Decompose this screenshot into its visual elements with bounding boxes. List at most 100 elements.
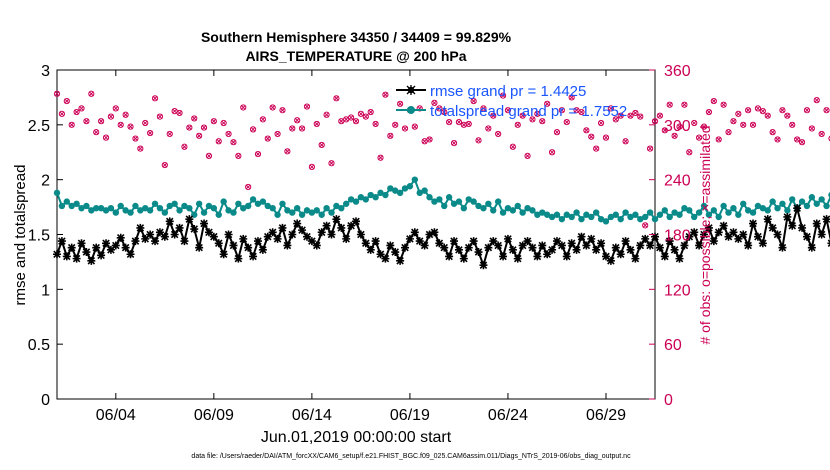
totalspread-point <box>176 207 183 214</box>
rmse-point <box>709 237 718 246</box>
totalspread-point <box>215 211 222 218</box>
obs-possible-point <box>646 145 654 152</box>
totalspread-point <box>93 204 100 212</box>
totalspread-point <box>617 215 624 223</box>
totalspread-point <box>514 202 521 210</box>
obs-assimilated-point <box>779 107 785 113</box>
obs-possible-point <box>534 110 541 117</box>
obs-assimilated-point <box>314 121 320 127</box>
rmse-point <box>690 228 699 237</box>
rmse-point <box>92 243 101 252</box>
obs-assimilated-point <box>627 113 634 119</box>
totalspread-point <box>195 200 203 207</box>
rmse-point <box>435 239 444 248</box>
obs-assimilated-point <box>525 153 531 159</box>
obs-possible-point <box>156 113 164 120</box>
obs-assimilated-point <box>338 118 344 124</box>
totalspread-point <box>83 202 90 210</box>
totalspread-point <box>490 207 497 214</box>
obs-assimilated-point <box>333 95 339 101</box>
obs-assimilated-point <box>794 136 800 143</box>
rmse-point <box>670 245 679 254</box>
obs-assimilated-point <box>221 120 227 126</box>
totalspread-point <box>641 213 649 221</box>
rmse-point <box>366 245 375 254</box>
obs-possible-point <box>749 121 757 128</box>
obs-assimilated-point <box>770 129 776 135</box>
obs-assimilated-point <box>706 109 712 115</box>
obs-possible-point <box>715 136 722 143</box>
obs-possible-point <box>764 112 771 119</box>
rmse-point <box>342 234 351 243</box>
obs-assimilated-point <box>216 138 222 144</box>
totalspread-point <box>411 176 419 183</box>
obs-assimilated-point <box>461 122 467 128</box>
obs-assimilated-point <box>672 133 678 139</box>
rmse-point <box>454 245 463 254</box>
obs-assimilated-point <box>662 127 668 133</box>
obs-assimilated-point <box>348 114 354 121</box>
obs-assimilated-point <box>206 153 212 159</box>
totalspread-point <box>563 211 570 218</box>
rmse-point <box>249 252 258 261</box>
obs-possible-point <box>519 112 526 119</box>
obs-assimilated-point <box>721 102 727 108</box>
totalspread-point <box>735 211 742 218</box>
rmse-point <box>209 232 218 241</box>
totalspread-point <box>298 211 306 218</box>
obs-possible-point <box>73 108 80 116</box>
obs-possible-point <box>553 129 561 136</box>
rmse-point <box>469 237 478 246</box>
rmse-point <box>646 241 655 250</box>
obs-possible-point <box>661 127 668 134</box>
rmse-point <box>616 250 625 259</box>
obs-assimilated-point <box>211 118 217 124</box>
rmse-point <box>204 228 213 237</box>
obs-assimilated-point <box>226 131 232 137</box>
obs-possible-point <box>828 135 830 142</box>
totalspread-point <box>534 211 541 218</box>
obs-assimilated-point <box>426 136 433 143</box>
rmse-point <box>151 237 160 246</box>
obs-possible-point <box>397 100 404 107</box>
obs-assimilated-point <box>88 91 94 97</box>
obs-assimilated-point <box>245 184 251 190</box>
obs-possible-point <box>710 97 717 105</box>
rmse-point <box>317 228 326 237</box>
obs-assimilated-point <box>652 118 658 124</box>
obs-possible-point <box>607 105 614 112</box>
rmse-point <box>420 241 429 250</box>
rmse-point <box>695 241 704 250</box>
totalspread-point <box>784 207 791 214</box>
obs-assimilated-point <box>319 142 325 148</box>
obs-possible-point <box>558 107 565 114</box>
totalspread-point <box>274 211 281 218</box>
totalspread-point <box>235 200 242 207</box>
obs-possible-point <box>583 127 590 134</box>
rmse-point <box>533 252 542 261</box>
obs-possible-point <box>269 104 276 111</box>
totalspread-point <box>249 196 257 203</box>
obs-possible-point <box>593 145 600 152</box>
obs-assimilated-point <box>799 139 805 145</box>
obs-assimilated-point <box>774 136 781 143</box>
totalspread-point <box>107 204 115 212</box>
rmse-point <box>106 245 115 254</box>
obs-possible-point <box>254 150 262 158</box>
y2-tick-label: 120 <box>664 282 691 299</box>
rmse-point <box>263 232 272 241</box>
totalspread-point <box>583 211 590 218</box>
rmse-point <box>180 237 189 246</box>
rmse-point <box>744 241 753 250</box>
rmse-point <box>768 223 777 232</box>
totalspread-point <box>573 209 580 216</box>
obs-possible-point <box>735 110 742 117</box>
obs-assimilated-point <box>574 107 580 113</box>
obs-count-series <box>53 90 830 229</box>
totalspread-point <box>377 189 384 197</box>
rmse-point <box>459 254 468 263</box>
obs-assimilated-point <box>529 116 536 122</box>
legend-marker-totalspread <box>407 106 415 114</box>
obs-assimilated-point <box>760 108 766 114</box>
rmse-point <box>371 237 380 246</box>
